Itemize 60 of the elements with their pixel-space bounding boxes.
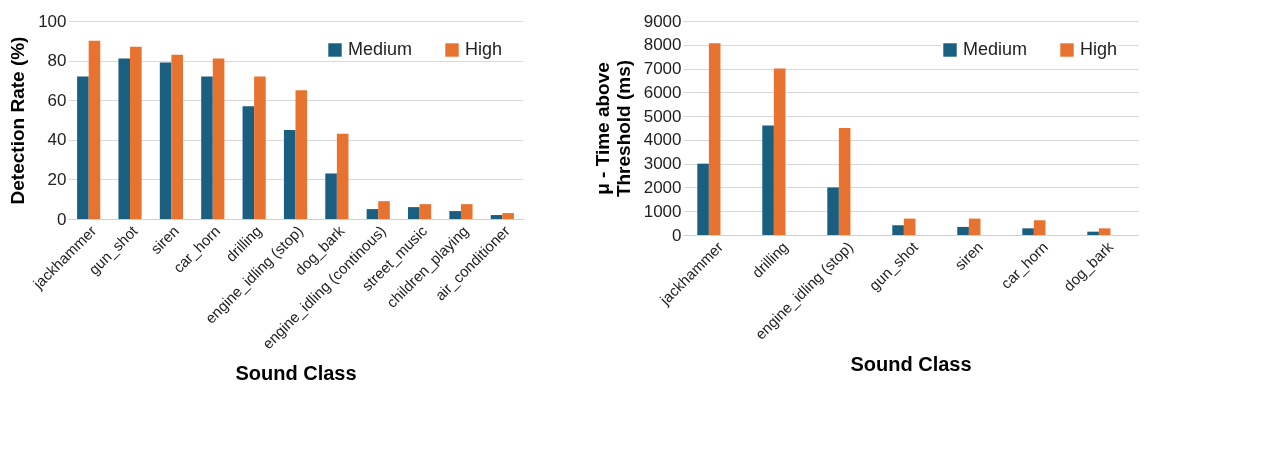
y-tick-label: 0 <box>57 209 67 229</box>
bar <box>419 204 432 219</box>
bar <box>171 54 183 219</box>
bar <box>201 76 213 219</box>
x-axis-title: Sound Class <box>850 352 972 375</box>
bar <box>773 68 786 235</box>
bar <box>130 46 142 219</box>
bar <box>1087 231 1099 235</box>
y-axis-title: Detection Rate (%) <box>7 36 29 205</box>
y-tick-label: 80 <box>47 51 67 71</box>
bar <box>1033 220 1046 235</box>
y-tick-label: 3000 <box>643 154 682 174</box>
bar <box>254 76 266 219</box>
bar <box>212 58 225 219</box>
y-tick-label: 5000 <box>643 106 682 126</box>
y-tick-label: 20 <box>47 169 67 189</box>
bar <box>118 58 131 219</box>
bar <box>490 215 503 219</box>
x-axis-title: Sound Class <box>235 362 357 385</box>
bar <box>325 173 337 219</box>
bar <box>827 187 839 235</box>
bar <box>408 207 420 219</box>
bar <box>295 90 308 219</box>
y-tick-label: 6000 <box>643 82 682 102</box>
y-axis-title: μ - Time above Threshold (ms) <box>591 59 634 198</box>
bar <box>449 211 461 219</box>
bar <box>460 204 473 219</box>
bar <box>502 213 514 219</box>
bar <box>1098 228 1111 235</box>
legend-label: High <box>1080 39 1118 59</box>
y-tick-label: 40 <box>47 130 67 150</box>
y-tick-label: 7000 <box>643 59 682 79</box>
legend-label: Medium <box>963 39 1028 59</box>
legend-label: High <box>465 39 503 59</box>
y-tick-label: 100 <box>38 11 67 31</box>
bar <box>242 106 255 219</box>
bar <box>892 225 904 235</box>
bar <box>336 133 349 219</box>
bar <box>88 40 101 219</box>
bar <box>838 128 851 235</box>
y-tick-label: 1000 <box>643 201 682 221</box>
y-tick-label: 2000 <box>643 177 682 197</box>
legend-label: Medium <box>348 39 413 59</box>
bar <box>903 218 916 235</box>
bar <box>366 209 379 219</box>
bar <box>697 163 709 235</box>
bar <box>957 226 969 235</box>
y-tick-label: 8000 <box>643 35 682 55</box>
y-tick-label: 9000 <box>643 11 682 31</box>
bar <box>378 201 390 219</box>
bar <box>1022 228 1034 235</box>
y-tick-label: 60 <box>47 90 67 110</box>
y-tick-label: 4000 <box>643 130 682 150</box>
bar <box>762 125 774 235</box>
bar <box>283 129 296 219</box>
bar <box>159 62 172 219</box>
y-tick-label: 0 <box>672 225 682 245</box>
bar <box>77 76 89 219</box>
bar <box>968 218 981 235</box>
bar <box>708 43 721 235</box>
